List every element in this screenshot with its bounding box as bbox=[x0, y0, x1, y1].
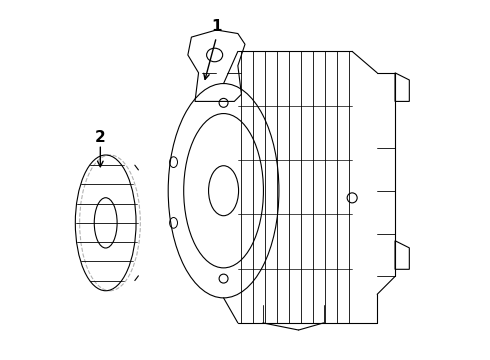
Text: 1: 1 bbox=[211, 19, 221, 34]
Text: 2: 2 bbox=[95, 130, 106, 145]
